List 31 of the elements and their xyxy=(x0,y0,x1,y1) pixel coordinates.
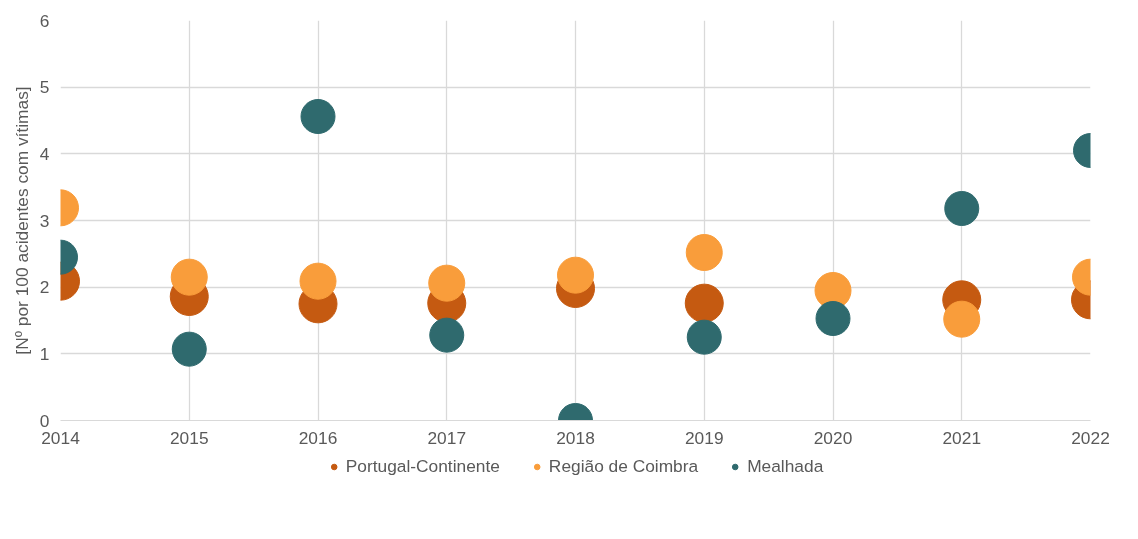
point xyxy=(299,262,337,300)
legend-label: Mealhada xyxy=(747,455,824,477)
y-tick-label: 4 xyxy=(39,143,50,164)
y-tick-label: 2 xyxy=(39,277,50,298)
point xyxy=(300,99,336,134)
y-tick-label: 1 xyxy=(39,343,50,364)
x-tick-label: 2021 xyxy=(942,427,982,448)
point xyxy=(685,234,723,271)
y-tick-label: 5 xyxy=(39,77,50,98)
y-tick-label: 6 xyxy=(39,10,50,31)
point xyxy=(684,283,724,323)
point xyxy=(815,301,851,336)
y-axis-title: [Nº por 100 acidentes com vítimas] xyxy=(11,86,32,355)
point xyxy=(944,191,980,226)
legend-label: Portugal-Continente xyxy=(345,455,500,477)
point xyxy=(170,258,208,296)
legend-label: Região de Coimbra xyxy=(548,455,699,477)
y-tick-label: 3 xyxy=(39,210,50,231)
point xyxy=(557,256,594,294)
point xyxy=(429,317,465,353)
x-tick-label: 2015 xyxy=(169,427,209,448)
x-tick-label: 2016 xyxy=(298,427,338,448)
x-tick-label: 2022 xyxy=(1071,427,1110,448)
x-tick-label: 2018 xyxy=(556,427,595,448)
point xyxy=(943,300,981,338)
point xyxy=(686,319,722,355)
x-tick-label: 2020 xyxy=(813,427,853,448)
point xyxy=(428,264,466,302)
x-tick-label: 2017 xyxy=(427,427,467,448)
x-tick-label: 2019 xyxy=(684,427,724,448)
point xyxy=(171,331,207,367)
